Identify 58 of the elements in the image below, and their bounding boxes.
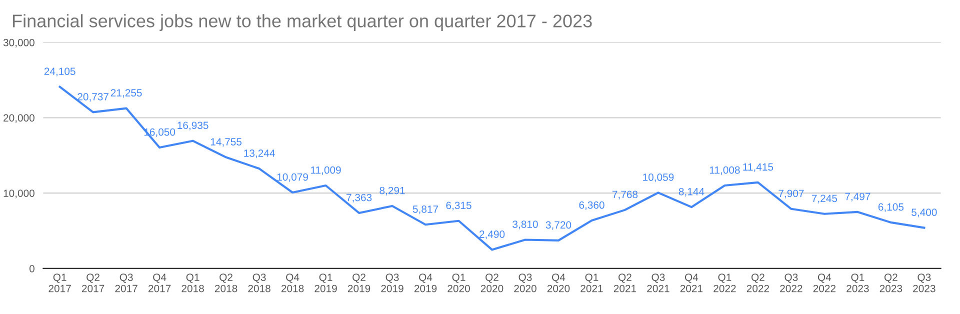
x-tick-label: Q2 2022 [746, 274, 770, 292]
x-tick-label: Q3 2020 [514, 274, 536, 292]
x-tick-label: Q4 2017 [148, 274, 171, 292]
data-label: 21,255 [110, 89, 142, 98]
data-label: 8,291 [380, 186, 405, 196]
data-label: 7,245 [812, 194, 838, 204]
data-label: 3,720 [546, 221, 572, 230]
x-tick-label: Q2 2023 [880, 274, 902, 292]
data-label: 7,497 [845, 192, 870, 202]
y-tick-label: 20,000 [4, 114, 34, 123]
x-tick-label: Q4 2020 [547, 274, 570, 292]
y-tick-label: 10,000 [4, 190, 34, 198]
data-label: 10,059 [643, 174, 674, 182]
data-label: 7,907 [778, 190, 804, 198]
x-tick-label: Q2 2019 [348, 274, 370, 292]
x-tick-label: Q4 2021 [680, 274, 703, 292]
data-label: 24,105 [44, 68, 76, 76]
x-tick-label: Q1 2017 [48, 274, 71, 292]
data-label: 6,360 [579, 201, 604, 210]
chart-title: Financial services jobs new to the market quarter on quarter 2017 - 2023 [13, 14, 592, 31]
x-tick-label: Q3 2023 [913, 274, 936, 292]
x-tick-label: Q3 2021 [647, 274, 670, 292]
x-tick-label: Q1 2021 [580, 274, 603, 292]
x-tick-label: Q2 2018 [214, 274, 238, 292]
data-label: 6,315 [446, 202, 472, 210]
data-label: 5,817 [412, 205, 438, 214]
data-label: 3,810 [512, 220, 538, 230]
x-tick-label: Q4 2022 [813, 274, 836, 292]
data-label: 5,400 [912, 208, 937, 218]
data-label: 11,009 [311, 166, 341, 175]
data-label: 13,244 [244, 150, 275, 158]
x-tick-label: Q1 2023 [846, 274, 869, 292]
data-label: 6,105 [878, 203, 904, 212]
data-label: 7,363 [346, 194, 372, 202]
data-label: 14,755 [210, 138, 242, 147]
data-label: 11,415 [743, 163, 774, 172]
data-label: 20,737 [78, 93, 108, 102]
x-tick-label: Q2 2020 [480, 274, 504, 292]
data-label: 2,490 [479, 230, 505, 240]
data-label: 11,008 [710, 166, 740, 175]
x-tick-label: Q1 2020 [448, 274, 470, 292]
data-label: 8,144 [678, 188, 704, 197]
x-tick-label: Q2 2021 [614, 274, 636, 292]
y-tick-label: 0 [29, 264, 34, 272]
x-tick-label: Q2 2017 [82, 274, 104, 292]
x-tick-label: Q3 2019 [381, 274, 404, 292]
x-tick-label: Q1 2018 [182, 274, 204, 292]
data-label: 7,768 [612, 190, 638, 200]
x-tick-label: Q1 2019 [314, 274, 337, 292]
x-tick-label: Q4 2019 [414, 274, 437, 292]
x-tick-label: Q1 2022 [714, 274, 736, 292]
x-tick-label: Q3 2017 [115, 274, 138, 292]
data-label: 16,935 [178, 122, 208, 130]
x-tick-label: Q3 2022 [780, 274, 802, 292]
x-tick-label: Q3 2018 [248, 274, 270, 292]
x-tick-label: Q4 2018 [281, 274, 304, 292]
data-label: 10,079 [277, 173, 308, 182]
y-tick-label: 30,000 [3, 38, 34, 48]
